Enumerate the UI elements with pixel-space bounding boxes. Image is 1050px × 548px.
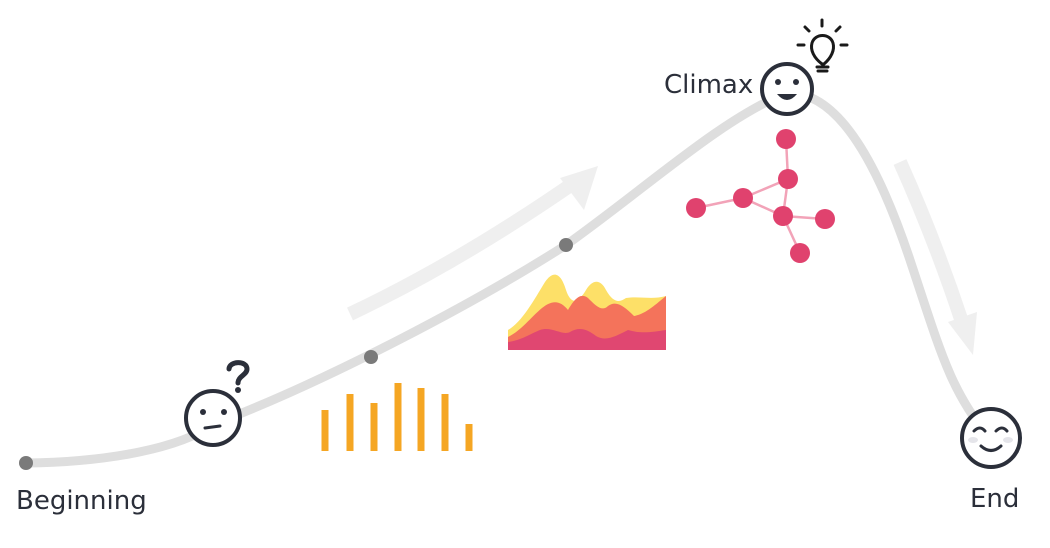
lightbulb-icon	[796, 18, 849, 73]
rising-arrow	[347, 166, 598, 321]
beginning-dot	[19, 456, 33, 470]
network-graph-icon	[686, 129, 835, 263]
bar-chart-icon	[321, 383, 473, 451]
happy-face-icon	[760, 62, 814, 116]
streamgraph-icon	[508, 274, 666, 350]
neutral-face-icon	[184, 389, 242, 447]
rising-dot-1	[364, 350, 378, 364]
end-label: End	[970, 484, 1019, 514]
question-mark-icon	[226, 360, 250, 393]
climax-label: Climax	[664, 70, 753, 100]
falling-arrow	[893, 159, 977, 355]
rising-dot-2	[559, 238, 573, 252]
story-curve	[21, 88, 993, 468]
content-face-icon	[960, 407, 1022, 469]
beginning-label: Beginning	[16, 486, 147, 516]
